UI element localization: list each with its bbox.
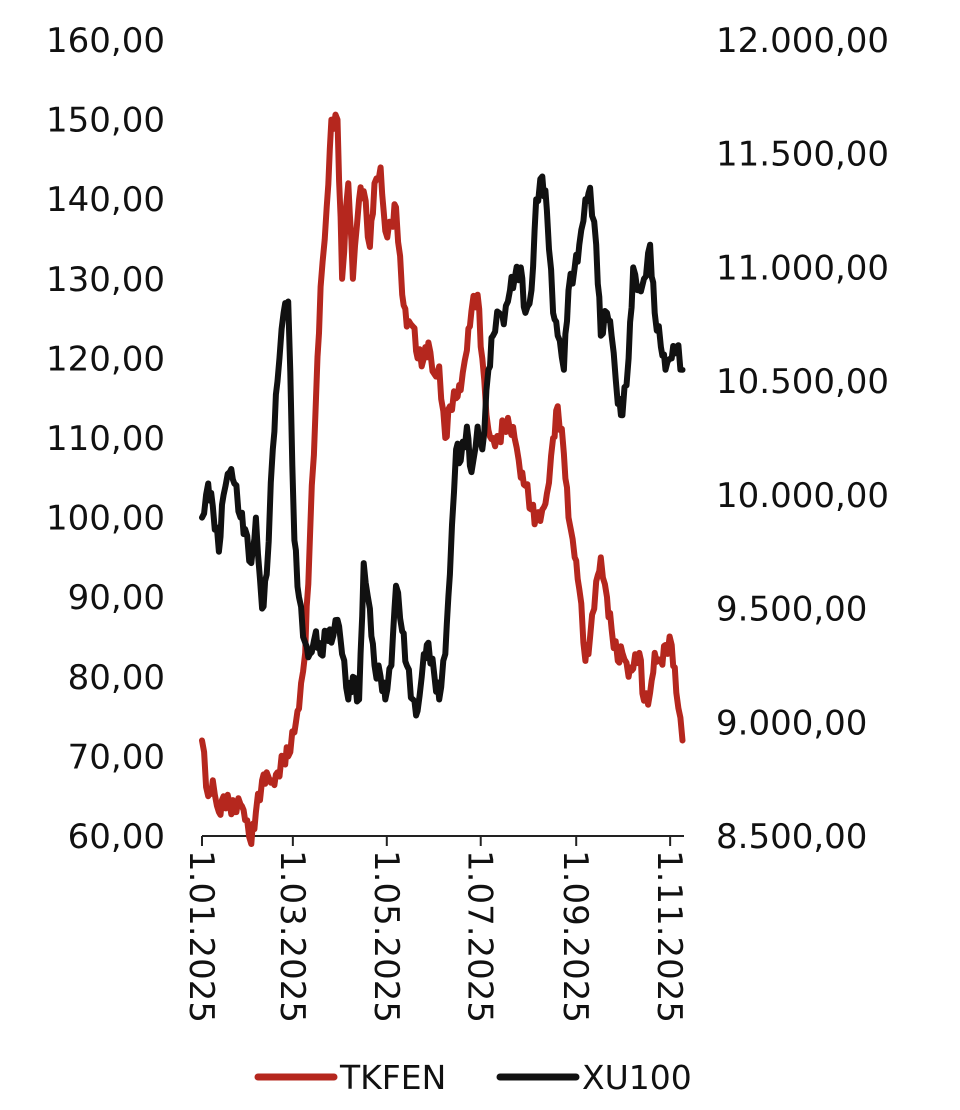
right-y-tick-label: 8.500,00 [716, 817, 867, 857]
left-y-tick-label: 110,00 [46, 419, 165, 459]
series-layer [199, 111, 686, 847]
legend: TKFEN XU100 [254, 1058, 692, 1097]
x-tick-label: 1.09.2025 [555, 850, 595, 1023]
series-line-tkfen [199, 111, 686, 847]
right-y-tick-label: 10.500,00 [716, 362, 889, 402]
left-y-tick-label: 100,00 [46, 499, 165, 539]
right-y-tick-label: 12.000,00 [716, 21, 889, 61]
left-y-tick-label: 70,00 [68, 737, 165, 777]
series-line-xu100 [199, 173, 686, 719]
left-y-tick-label: 160,00 [46, 21, 165, 61]
left-y-tick-label: 140,00 [46, 180, 165, 220]
left-y-tick-label: 90,00 [68, 578, 165, 618]
x-tick-label: 1.03.2025 [272, 850, 312, 1023]
left-y-tick-label: 60,00 [68, 817, 165, 857]
left-y-axis: 160,00 150,00 140,00 130,00 120,00 110,00 100,… [46, 21, 165, 857]
right-y-tick-label: 9.000,00 [716, 703, 867, 743]
left-y-tick-label: 150,00 [46, 101, 165, 141]
right-y-tick-label: 11.000,00 [716, 248, 889, 288]
left-y-tick-label: 120,00 [46, 339, 165, 379]
x-axis: 1.01.2025 1.03.2025 1.05.2025 1.07.2025 1.09… [181, 836, 689, 1023]
right-y-tick-label: 11.500,00 [716, 135, 889, 175]
x-tick-label: 1.11.2025 [649, 850, 689, 1023]
left-y-tick-label: 130,00 [46, 260, 165, 300]
right-y-tick-label: 9.500,00 [716, 590, 867, 630]
legend-label-tkfen: TKFEN [339, 1058, 446, 1097]
legend-label-xu100: XU100 [582, 1058, 692, 1097]
left-y-tick-label: 80,00 [68, 658, 165, 698]
x-tick-label: 1.05.2025 [366, 850, 406, 1023]
x-tick-label: 1.07.2025 [460, 850, 500, 1023]
right-y-axis: 12.000,00 11.500,00 11.000,00 10.500,00 10.0… [716, 21, 889, 857]
x-tick-label: 1.01.2025 [181, 850, 221, 1023]
right-y-tick-label: 10.000,00 [716, 476, 889, 516]
